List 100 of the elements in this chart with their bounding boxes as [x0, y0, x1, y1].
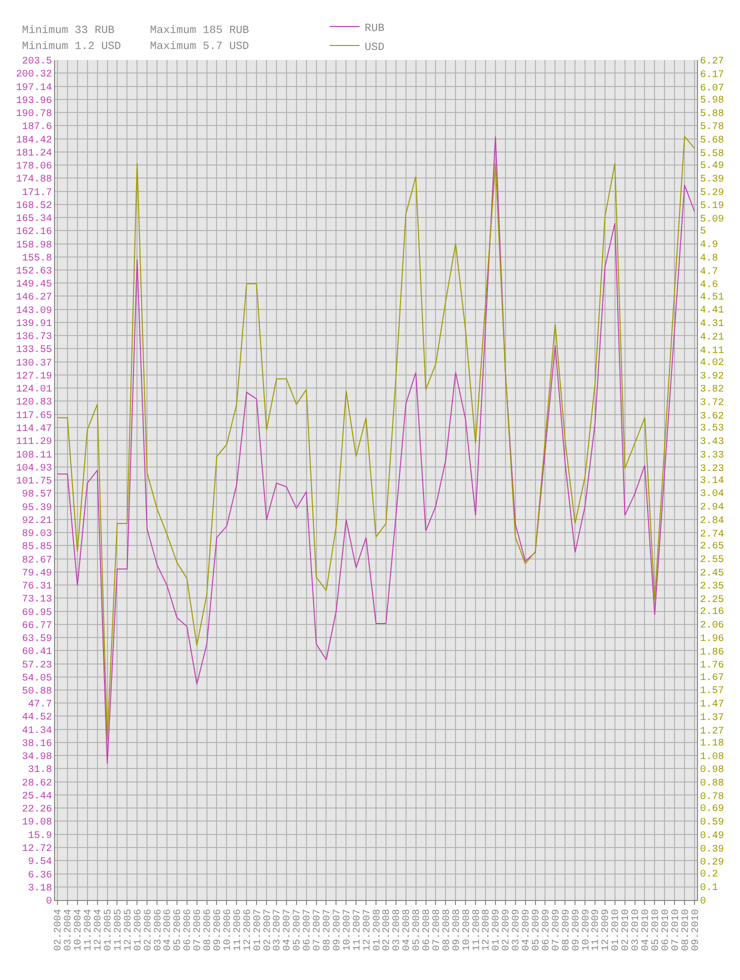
x-tick-label: 10.2007: [342, 909, 354, 952]
x-tick-label: 11.2006: [232, 909, 244, 952]
y2-tick-label: 0.2: [700, 870, 718, 881]
y-tick-label: 34.98: [22, 752, 52, 764]
x-tick-label: 03.2006: [153, 909, 164, 952]
x-tick-label: 06.2010: [660, 909, 672, 952]
y2-tick-label: 4.21: [700, 332, 724, 344]
y-tick-label: 98.57: [22, 490, 52, 501]
x-tick-label: 07.2006: [193, 909, 204, 952]
y2-tick-label: 1.67: [700, 672, 724, 684]
x-tick-label: 01.2010: [611, 909, 622, 952]
y2-tick-label: 2.74: [700, 529, 724, 540]
y2-tick-label: 2.06: [700, 620, 724, 632]
y-tick-label: 174.88: [16, 174, 52, 186]
y2-tick-label: 0.59: [700, 817, 724, 828]
y-tick-label: 95.39: [22, 502, 52, 514]
y2-tick-label: 2.16: [700, 607, 724, 618]
y2-tick-label: 5.19: [700, 201, 724, 212]
y2-tick-label: 3.04: [700, 489, 724, 500]
y-tick-label: 9.54: [28, 857, 52, 868]
x-tick-label: 04.2009: [522, 909, 533, 952]
y-tick-label: 104.93: [16, 463, 52, 474]
y-tick-label: 200.32: [16, 70, 52, 81]
y-tick-label: 44.52: [22, 712, 52, 724]
x-tick-label: 12.2006: [242, 909, 254, 952]
x-tick-label: 05.2009: [532, 909, 543, 952]
y-tick-label: 57.23: [22, 660, 52, 672]
y-tick-label: 171.7: [22, 188, 52, 199]
y2-tick-label: 2.65: [700, 541, 724, 552]
x-tick-label: 10.2008: [462, 909, 473, 952]
legend-label: RUB: [364, 22, 385, 35]
y2-tick-label: 5.68: [700, 136, 724, 147]
y2-tick-label: 3.43: [700, 436, 724, 448]
x-tick-label: 04.2007: [282, 909, 294, 952]
y2-tick-label: 0.98: [700, 765, 724, 776]
x-tick-label: 02.2007: [262, 909, 274, 952]
y-tick-label: 114.47: [16, 424, 52, 435]
y2-tick-label: 2.45: [700, 568, 724, 580]
x-tick-label: 09.2008: [452, 909, 463, 952]
x-tick-label: 04.2010: [640, 909, 652, 952]
y2-tick-label: 0.49: [700, 830, 724, 842]
y-tick-label: 111.29: [16, 437, 52, 448]
y2-tick-label: 5.78: [700, 122, 724, 134]
x-tick-label: 03.2004: [64, 909, 75, 952]
y2-tick-label: 4.9: [700, 240, 718, 252]
y2-tick-label: 0: [700, 896, 706, 908]
y2-tick-label: 1.27: [700, 726, 724, 738]
y-tick-label: 41.34: [22, 726, 52, 737]
y-tick-label: 181.24: [16, 148, 52, 160]
x-tick-label: 09.2007: [332, 909, 344, 952]
x-tick-label: 11.2004: [84, 909, 95, 952]
y2-tick-label: 6.17: [700, 70, 724, 81]
y2-tick-label: 5.88: [700, 108, 724, 120]
y-tick-label: 54.05: [22, 673, 52, 684]
x-tick-label: 12.2005: [123, 909, 134, 952]
text: Maximum 5.7 USD: [150, 41, 250, 53]
y2-tick-label: 5.98: [700, 95, 724, 106]
x-tick-label: 08.2009: [561, 909, 572, 952]
y2-tick-label: 1.76: [700, 660, 724, 672]
y-tick-label: 108.11: [16, 450, 52, 462]
y2-tick-label: 5.39: [700, 174, 724, 186]
x-tick-label: 11.2005: [113, 909, 124, 952]
x-tick-label: 12.2004: [94, 909, 105, 952]
y2-tick-label: 3.82: [700, 384, 724, 396]
y-tick-label: 15.9: [28, 830, 52, 842]
y2-tick-label: 4.31: [700, 319, 724, 330]
y-tick-label: 203.5: [22, 56, 52, 68]
x-tick-label: 07.2008: [432, 909, 443, 952]
y-tick-label: 168.52: [16, 200, 52, 212]
y-tick-label: 92.21: [22, 516, 52, 527]
y-tick-label: 28.62: [22, 778, 52, 790]
x-tick-label: 05.2007: [292, 909, 304, 952]
y2-tick-label: 1.37: [700, 712, 724, 724]
y-tick-label: 162.16: [16, 227, 52, 238]
y2-tick-label: 3.92: [700, 371, 724, 382]
y2-tick-label: 2.55: [700, 554, 724, 566]
y2-tick-label: 1.86: [700, 647, 724, 658]
y2-tick-label: 5: [700, 226, 706, 238]
y-tick-label: 0: [46, 896, 52, 908]
y2-tick-label: 1.18: [700, 738, 724, 750]
y2-tick-label: 4.8: [700, 253, 718, 264]
y-tick-label: 47.7: [28, 700, 52, 711]
y2-tick-label: 4.6: [700, 280, 718, 292]
x-tick-label: 07.2010: [670, 909, 682, 952]
text: Minimum 1.2 USD: [22, 41, 122, 53]
y-tick-label: 193.96: [16, 96, 52, 107]
y-tick-label: 38.16: [22, 738, 52, 750]
x-tick-label: 12.2009: [601, 909, 612, 952]
x-tick-label: 03.2008: [392, 909, 404, 952]
x-tick-label: 07.2007: [312, 909, 324, 952]
x-tick-label: 04.2006: [163, 909, 174, 952]
y2-tick-label: 6.07: [700, 83, 724, 94]
x-tick-label: 08.2006: [203, 909, 214, 952]
y-tick-label: 178.06: [16, 162, 52, 173]
x-tick-label: 10.2009: [581, 909, 592, 952]
x-tick-label: 12.2008: [482, 909, 493, 952]
y-tick-label: 66.77: [22, 620, 52, 632]
y2-tick-label: 3.33: [700, 450, 724, 462]
x-tick-label: 05.2006: [173, 909, 184, 952]
y-tick-label: 3.18: [28, 883, 52, 894]
